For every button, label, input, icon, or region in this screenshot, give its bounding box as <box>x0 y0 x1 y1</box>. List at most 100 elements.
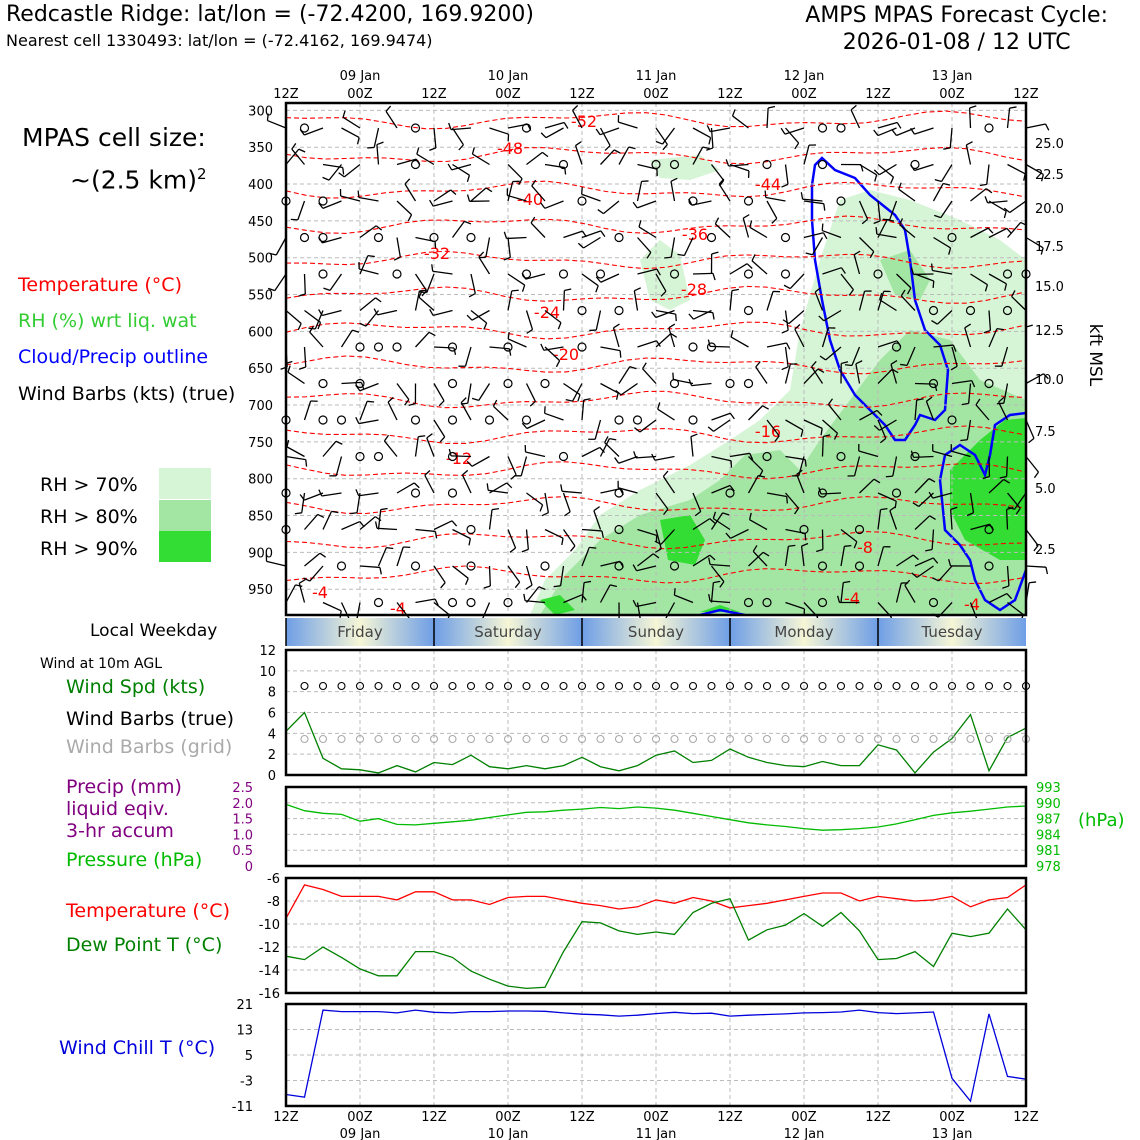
wind-barb <box>933 344 954 348</box>
wind-barb <box>710 164 725 181</box>
wind-speed-line <box>285 711 1027 774</box>
wind-barb <box>710 127 731 133</box>
wind-barb <box>657 408 675 421</box>
calm-circle <box>817 159 828 170</box>
wind-barb-flag <box>561 538 564 546</box>
wind-barb <box>341 381 362 385</box>
wind-barb-flag <box>526 329 533 334</box>
grid-barb-calm <box>966 734 975 744</box>
wind-barb <box>359 516 376 530</box>
wind-barb-flag <box>557 322 562 330</box>
wind-barb <box>748 405 764 421</box>
wind-barb <box>291 148 306 165</box>
y-tick: 0.5 <box>232 844 253 859</box>
grid-barb-calm <box>318 734 328 744</box>
legend-wind-barbs-grid: Wind Barbs (grid) <box>66 736 233 758</box>
wind-barb <box>396 200 413 216</box>
wind-barb-flag <box>615 389 622 396</box>
wind-barb-flag <box>1006 593 1013 600</box>
wind-barb-flag <box>453 347 457 355</box>
wind-barb-flag <box>601 530 604 538</box>
wind-barb <box>896 273 912 289</box>
temperature-panel: -16 -14 -12 -10 -8 -6 <box>259 872 1028 1002</box>
wind-barb-flag <box>525 584 533 590</box>
true-barb-calm <box>725 681 735 691</box>
wind-barb <box>358 419 379 425</box>
wind-barb <box>433 565 446 583</box>
wind-barb <box>969 492 975 513</box>
wind-barb-flag <box>688 198 693 206</box>
wind-barb <box>604 442 620 457</box>
wind-barb-flag <box>931 263 933 271</box>
grid-barb-calm <box>836 734 846 744</box>
wind-barb-flag <box>707 426 714 432</box>
wind-barb <box>914 400 918 421</box>
wind-barb-flag <box>996 402 1004 405</box>
wind-barb <box>297 200 306 221</box>
wind-barb <box>415 528 436 533</box>
bottom-date-4: 13 Jan <box>932 1127 973 1140</box>
wind-barb-flag <box>861 218 868 225</box>
wind-barb-flag <box>376 141 384 146</box>
y-tick: 2 <box>268 748 276 763</box>
calm-circle <box>336 561 347 571</box>
wind-barb <box>730 528 749 539</box>
calm-circle <box>762 597 772 608</box>
wind-barb-flag <box>356 137 360 145</box>
wind-barb-flag <box>652 553 660 559</box>
forecast-cycle-line2: 2026-01-08 / 12 UTC <box>842 30 1071 55</box>
calm-circle <box>577 342 587 352</box>
legend-local-weekday: Local Weekday <box>90 621 218 641</box>
wind-barb-flag <box>386 546 394 550</box>
wind-barb-flag <box>298 148 306 153</box>
wind-barb <box>489 346 510 350</box>
wind-barb-flag <box>291 142 297 150</box>
wind-barb <box>986 164 990 185</box>
wind-barb <box>890 364 898 384</box>
wind-barb <box>507 565 521 583</box>
bottom-tick-2: 12Z <box>421 1110 447 1125</box>
calm-circle <box>447 342 458 352</box>
wind-barb <box>692 518 711 531</box>
wind-barb <box>970 273 988 286</box>
wind-barb-flag <box>979 183 987 187</box>
wind-barb <box>749 226 768 239</box>
wind-barb-flag <box>387 396 394 403</box>
wind-barb-flag <box>613 323 620 329</box>
wind-barb <box>544 309 562 324</box>
wind-barb-flag <box>818 315 825 322</box>
calm-circle <box>669 159 680 170</box>
weekday-monday: Monday <box>774 623 833 641</box>
wind-barb-flag <box>841 361 849 365</box>
wind-barb-flag <box>448 448 452 457</box>
wind-barb-flag <box>638 220 642 228</box>
wind-barb <box>461 474 472 494</box>
wind-barb-flag <box>634 287 641 292</box>
wind-barb <box>825 346 842 361</box>
wind-barb <box>718 183 731 202</box>
wind-barb <box>970 227 989 239</box>
temp-label-3: -40 <box>517 190 543 209</box>
wind-barb <box>489 127 509 135</box>
wind-barb-flag <box>404 399 410 406</box>
wind-barb-flag <box>466 460 473 467</box>
wind-barb-flag <box>373 308 379 316</box>
wind-barb <box>855 363 861 384</box>
wind-barb-flag <box>651 311 657 318</box>
wind-barb <box>693 309 712 320</box>
wind-barb-flag <box>950 506 958 511</box>
true-barb-calm <box>577 681 587 691</box>
calm-circle <box>725 488 735 498</box>
y-tick: 10 <box>259 665 276 680</box>
wind-barb <box>713 419 731 432</box>
wind-barb <box>858 290 866 311</box>
wind-barb <box>544 200 564 209</box>
wind-barb-flag <box>380 507 388 511</box>
calm-circle <box>984 561 994 571</box>
wind-barb <box>470 273 476 294</box>
bottom-tick-7: 00Z <box>791 1110 817 1125</box>
wind-barb <box>925 401 935 421</box>
wind-barb-flag <box>869 251 875 258</box>
wind-barb-flag <box>352 329 360 333</box>
wind-barb <box>691 200 712 206</box>
